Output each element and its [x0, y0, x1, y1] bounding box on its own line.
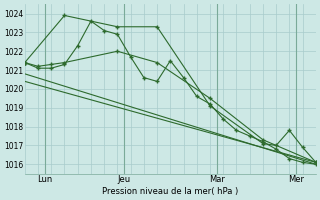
X-axis label: Pression niveau de la mer( hPa ): Pression niveau de la mer( hPa ): [102, 187, 238, 196]
